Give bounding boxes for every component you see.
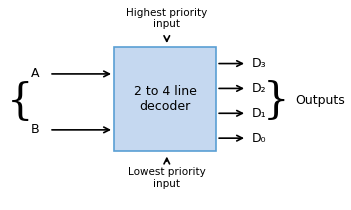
Text: D₀: D₀ [252, 132, 266, 145]
Text: B: B [31, 123, 40, 136]
Text: D₁: D₁ [252, 107, 267, 120]
Text: Highest priority
input: Highest priority input [126, 8, 207, 29]
Text: Outputs: Outputs [296, 94, 345, 107]
Text: {: { [7, 81, 33, 123]
Text: A: A [31, 67, 40, 80]
Text: 2 to 4 line
decoder: 2 to 4 line decoder [134, 85, 197, 113]
Text: D₂: D₂ [252, 82, 267, 95]
FancyBboxPatch shape [114, 47, 216, 151]
Text: Lowest priority
input: Lowest priority input [128, 167, 206, 189]
Text: D₃: D₃ [252, 57, 267, 70]
Text: }: } [263, 80, 289, 122]
